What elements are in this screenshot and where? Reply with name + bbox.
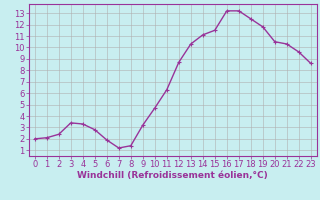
X-axis label: Windchill (Refroidissement éolien,°C): Windchill (Refroidissement éolien,°C)	[77, 171, 268, 180]
